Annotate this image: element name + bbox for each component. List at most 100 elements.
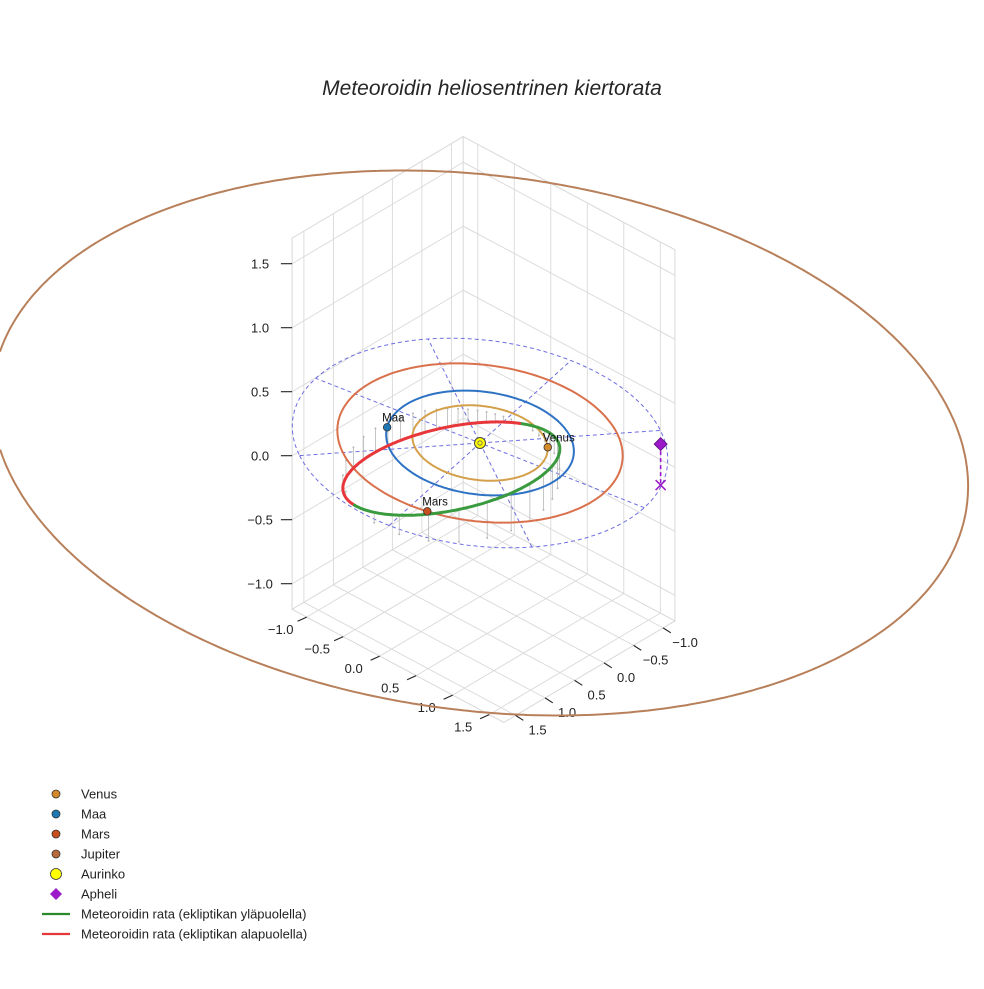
orbits-layer (336, 362, 624, 524)
grid-line (291, 225, 464, 329)
meteoroid-orbit-below (502, 420, 522, 425)
sun-marker (474, 437, 486, 449)
x-axis-tick-label: 1.0 (558, 705, 576, 720)
drop-line-foot (344, 490, 347, 493)
x-axis-tick-label: −0.5 (643, 652, 669, 667)
tick-mark (662, 627, 672, 634)
jupiter-orbit-layer (0, 169, 970, 717)
drop-line-foot (457, 407, 460, 410)
z-axis-tick-label: 0.0 (251, 449, 269, 464)
z-axis-tick-label: 0.5 (251, 385, 269, 400)
y-axis-tick-label: 1.0 (418, 700, 436, 715)
mars-marker (423, 507, 432, 516)
grid-line (362, 566, 575, 681)
drop-line-foot (476, 409, 479, 412)
orbit-mars (336, 362, 624, 524)
legend-label: Apheli (81, 887, 117, 902)
drop-line-foot (486, 536, 489, 539)
drop-line-foot (542, 508, 545, 511)
grid-line (306, 515, 479, 618)
ecliptic-reference-circle (291, 337, 669, 549)
tick-mark (515, 714, 524, 721)
grid-line (415, 573, 588, 676)
sun-marker-core (477, 440, 483, 446)
grid-line (392, 549, 605, 664)
drop-line-foot (411, 412, 414, 415)
tick-mark (603, 662, 613, 669)
x-axis-tick-label: −1.0 (672, 635, 698, 650)
tick-mark (544, 697, 554, 704)
grid-line (451, 514, 664, 629)
z-axis-tick-label: −0.5 (247, 513, 273, 528)
legend-label: Meteoroidin rata (ekliptikan alapuolella… (81, 927, 307, 942)
drop-line-foot (510, 418, 513, 421)
venus-label: Venus (543, 432, 575, 444)
grid-line (291, 417, 464, 521)
legend-marker (51, 829, 61, 839)
legend-marker (51, 849, 61, 859)
legend-label: Meteoroidin rata (ekliptikan yläpuolella… (81, 907, 306, 922)
grid-line (291, 161, 464, 265)
tick-mark (574, 679, 583, 686)
meteoroid-orbit-below (341, 420, 505, 507)
grid-line (462, 353, 676, 468)
side-wall-pane (291, 136, 464, 611)
grid-line (488, 612, 661, 715)
drop-line-foot (537, 434, 540, 437)
drop-line-foot (531, 429, 534, 432)
maa-label: Maa (382, 412, 405, 424)
z-axis-tick-label: 1.5 (251, 257, 269, 272)
y-axis-tick-label: −0.5 (304, 642, 330, 657)
back-wall-pane (462, 135, 676, 622)
tick-mark (333, 636, 344, 642)
y-axis-tick-label: 0.0 (345, 661, 363, 676)
meteoroid-layer (341, 420, 668, 517)
grid-line (462, 225, 676, 340)
legend-label: Aurinko (81, 867, 125, 882)
y-axis-tick-label: −1.0 (268, 622, 294, 637)
orbit-maa (385, 389, 575, 497)
legend-label: Jupiter (81, 847, 121, 862)
tick-mark (406, 675, 417, 681)
grid-line (379, 554, 552, 657)
legend-label: Mars (81, 827, 110, 842)
ecliptic-radial-line (427, 338, 533, 548)
drop-line-foot (502, 415, 505, 418)
orbit-jupiter (0, 449, 12, 477)
grid-line (291, 481, 464, 585)
drop-line-foot (373, 521, 376, 524)
tick-mark (443, 694, 453, 700)
x-axis-tick-label: 0.0 (617, 670, 635, 685)
y-axis-tick-label: 0.5 (381, 681, 399, 696)
legend-label: Venus (81, 787, 118, 802)
drop-line-foot (510, 529, 513, 532)
bodies-layer: Venus Maa Mars (382, 412, 575, 516)
floor-pane (291, 608, 676, 723)
drop-line-foot (398, 533, 401, 536)
orbit-venus (411, 404, 549, 482)
aphelion-projection-marker (655, 479, 667, 491)
grid-line (462, 417, 676, 532)
tick-layer: −1.0−0.50.00.51.01.5−1.0−0.50.00.51.01.5… (247, 257, 698, 738)
drop-line-foot (399, 415, 402, 418)
drop-line-foot (424, 409, 427, 412)
drop-line-foot (427, 539, 430, 542)
legend-label: Maa (81, 807, 107, 822)
grid-line (291, 289, 464, 393)
venus-marker (543, 443, 552, 452)
drop-line-foot (341, 474, 344, 477)
ecliptic-radial-line (299, 429, 661, 457)
drop-line-foot (558, 468, 561, 471)
aphelion-marker (653, 437, 668, 452)
tick-mark (633, 644, 642, 651)
drop-line-foot (467, 408, 470, 411)
grid-line (421, 531, 634, 646)
z-axis-tick-label: −1.0 (247, 577, 273, 592)
legend-marker (50, 868, 62, 880)
legend-marker (50, 888, 62, 900)
mars-label: Mars (422, 496, 448, 508)
y-axis-tick-label: 1.5 (454, 720, 472, 735)
x-axis-tick-label: 1.5 (529, 722, 547, 737)
